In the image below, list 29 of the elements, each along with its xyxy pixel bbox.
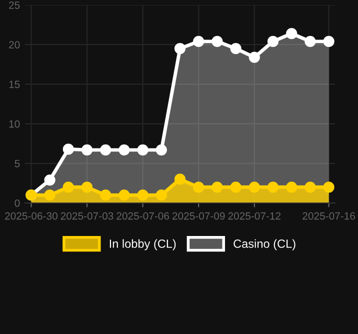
legend-label: Casino (CL) bbox=[234, 239, 296, 250]
x-tick-label: 2025-07-16 bbox=[302, 212, 355, 220]
x-tick-label: 2025-07-09 bbox=[172, 212, 225, 220]
point bbox=[323, 36, 334, 47]
point bbox=[156, 144, 167, 156]
point bbox=[304, 36, 316, 47]
y-tick-label: 10 bbox=[9, 120, 20, 128]
y-tick-label: 15 bbox=[9, 80, 20, 88]
x-tick-label: 2025-07-12 bbox=[228, 212, 281, 220]
point bbox=[118, 144, 130, 156]
point bbox=[100, 144, 112, 156]
y-tick-label: 5 bbox=[14, 160, 20, 168]
y-tick-label: 25 bbox=[9, 2, 20, 9]
point bbox=[81, 144, 93, 156]
point bbox=[286, 28, 298, 40]
legend-label: In lobby (CL) bbox=[110, 239, 176, 250]
point bbox=[212, 36, 223, 47]
point bbox=[62, 144, 74, 155]
point bbox=[174, 43, 186, 54]
x-tick-label: 2025-06-30 bbox=[5, 212, 58, 220]
y-tick-label: 20 bbox=[9, 41, 20, 48]
point bbox=[230, 43, 242, 54]
x-tick-label: 2025-07-03 bbox=[60, 212, 114, 220]
x-tick-label: 2025-07-06 bbox=[116, 212, 169, 220]
point bbox=[248, 52, 260, 63]
point bbox=[267, 36, 279, 47]
y-tick-label: 0 bbox=[14, 200, 20, 207]
point bbox=[137, 144, 148, 156]
point bbox=[193, 36, 204, 47]
